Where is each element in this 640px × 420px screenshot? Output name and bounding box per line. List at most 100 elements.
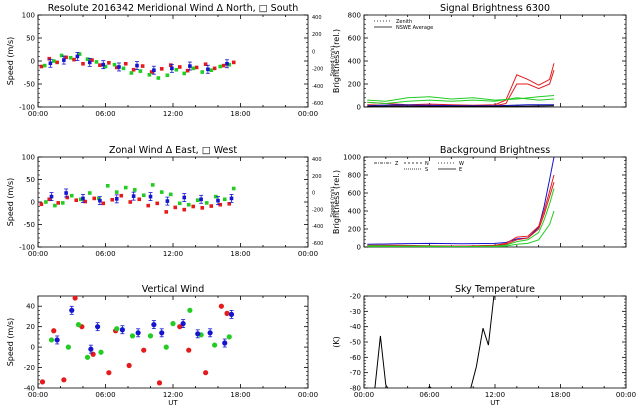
right-tick-label: 400 [312, 157, 322, 163]
data-point-green [163, 344, 169, 350]
data-point-red [90, 58, 94, 62]
data-point-green [123, 185, 128, 190]
x-tick-label: 06:00 [95, 250, 115, 258]
data-point-blue [135, 63, 139, 68]
legend-label: Z [395, 161, 399, 167]
data-point-blue [228, 311, 235, 317]
data-point-red [72, 57, 76, 62]
y-tick-label: 0 [357, 104, 361, 112]
chart-meridional: Resolute 2016342 Meridional Wind Δ North… [6, 3, 336, 118]
right-tick-label: -400 [312, 224, 323, 230]
right-tick-label: 200 [312, 174, 322, 180]
data-point-green [68, 55, 73, 60]
data-point-blue [148, 194, 153, 199]
data-point-red [90, 351, 96, 357]
chart-title: Signal Brightness 6300 [440, 3, 550, 14]
data-point-green [51, 59, 56, 63]
y-tick-label: 400 [348, 58, 361, 66]
right-tick-label: -400 [312, 84, 323, 90]
data-point-green [65, 344, 71, 350]
data-point-red [126, 362, 132, 369]
x-tick-label: 18:00 [230, 250, 250, 258]
data-point-green [195, 198, 200, 202]
series-line-blue1 [367, 104, 554, 107]
data-point-blue [135, 330, 141, 336]
y-axis-label: Speed (m/s) [6, 37, 15, 86]
data-point-red [203, 62, 208, 67]
data-point-red [61, 377, 67, 383]
data-point-green [209, 68, 214, 72]
y-axis-label: Brightness (rel.) [332, 170, 341, 234]
data-point-blue [114, 197, 119, 201]
data-point-red [218, 303, 224, 309]
data-point-red [224, 310, 230, 316]
y-tick-label: -20 [24, 364, 35, 372]
x-tick-label: 12:00 [485, 391, 505, 399]
data-point-green [114, 326, 120, 332]
data-point-red [218, 202, 223, 207]
data-point-red [39, 379, 46, 385]
legend-label: S [425, 167, 428, 173]
x-tick-label: 06:00 [95, 391, 115, 399]
chart-background: Background Brightness 0 200 400 600 800 1000Br… [332, 145, 627, 252]
data-point-red [47, 197, 52, 202]
x-tick-label: 06:00 [95, 110, 115, 118]
plot-frame [37, 14, 309, 108]
plot-frame [363, 295, 627, 389]
plot-area [374, 296, 495, 388]
data-point-red [107, 61, 111, 65]
right-tick-label: 400 [312, 15, 322, 21]
data-point-blue [151, 322, 157, 328]
right-tick-label: 200 [312, 32, 322, 38]
data-point-red [164, 210, 169, 214]
y-tick-label: 800 [348, 172, 361, 180]
x-axis-label: UT [168, 399, 178, 407]
data-point-green [129, 333, 136, 339]
data-point-green [53, 203, 57, 208]
data-point-red [191, 204, 196, 209]
data-point-red [83, 199, 88, 204]
data-point-red [173, 205, 178, 210]
data-point-blue [195, 331, 201, 337]
y-tick-label: -50 [24, 221, 35, 229]
data-point-red [74, 198, 79, 202]
chart-title: Zonal Wind Δ East, □ West [109, 145, 237, 156]
data-point-green [159, 190, 164, 194]
data-point-blue [81, 196, 85, 201]
data-point-green [191, 66, 196, 71]
right-tick-label: 0 [312, 191, 315, 197]
data-point-blue [98, 198, 102, 203]
y-tick-label: -40 [350, 323, 361, 331]
data-point-green [170, 321, 176, 327]
plot-area [367, 63, 555, 107]
data-point-green [77, 52, 82, 56]
data-point-blue [229, 196, 234, 201]
data-point-red [47, 56, 52, 61]
right-axis-label: Speed (m/s) [330, 187, 336, 217]
data-point-green [147, 333, 154, 339]
data-point-blue [75, 54, 80, 59]
x-tick-label: 00:00 [354, 391, 374, 399]
data-point-green [186, 202, 191, 207]
data-point-green [78, 197, 83, 202]
data-point-red [101, 201, 106, 206]
y-tick-label: 800 [348, 12, 361, 20]
x-tick-label: 18:00 [230, 391, 250, 399]
data-point-blue [188, 64, 192, 68]
legend-label: NSWE Average [396, 25, 433, 31]
data-point-blue [95, 324, 101, 330]
y-tick-label: 100 [22, 12, 35, 20]
data-point-red [39, 202, 44, 207]
data-point-blue [87, 60, 92, 65]
data-point-green [222, 197, 227, 202]
data-point-blue [206, 67, 210, 72]
plot-area [367, 157, 555, 247]
data-point-green [212, 342, 218, 348]
data-point-blue [152, 68, 156, 72]
x-tick-label: 18:00 [230, 110, 250, 118]
data-point-red [106, 370, 112, 376]
data-point-green [168, 192, 173, 197]
y-tick-label: -30 [350, 308, 361, 316]
data-point-green [105, 184, 110, 188]
data-point-blue [131, 194, 136, 198]
